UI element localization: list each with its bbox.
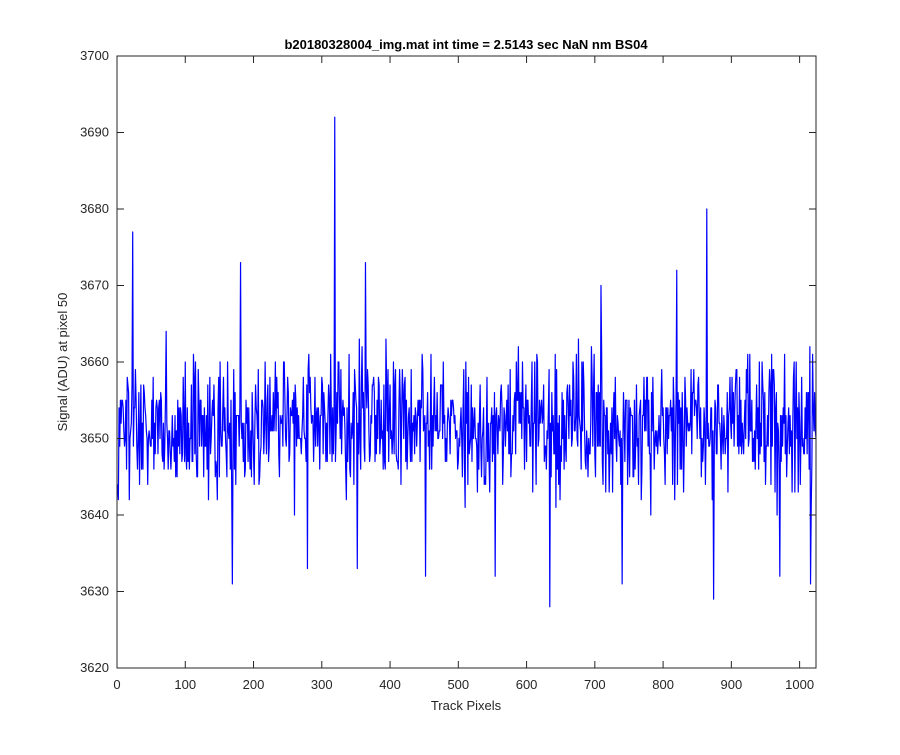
x-tick-label: 600 <box>516 677 538 692</box>
x-axis: 0 100 200 300 400 500 600 700 800 900 1000 <box>113 56 814 692</box>
y-tick-label: 3660 <box>80 354 109 369</box>
x-tick-label: 400 <box>379 677 401 692</box>
x-tick-label: 800 <box>652 677 674 692</box>
series-line <box>117 116 817 608</box>
y-tick-label: 3650 <box>80 431 109 446</box>
x-axis-label: Track Pixels <box>431 698 502 713</box>
y-tick-label: 3620 <box>80 660 109 675</box>
data-layer <box>117 116 817 608</box>
y-tick-label: 3690 <box>80 125 109 140</box>
x-tick-label: 1000 <box>785 677 814 692</box>
x-tick-label: 300 <box>311 677 333 692</box>
x-tick-label: 100 <box>174 677 196 692</box>
x-tick-label: 0 <box>113 677 120 692</box>
y-tick-label: 3700 <box>80 48 109 63</box>
x-tick-label: 500 <box>447 677 469 692</box>
y-axis-label: Signal (ADU) at pixel 50 <box>55 293 70 432</box>
plot-area <box>117 56 816 668</box>
y-tick-label: 3640 <box>80 507 109 522</box>
x-tick-label: 200 <box>243 677 265 692</box>
x-tick-label: 900 <box>721 677 743 692</box>
chart-title: b20180328004_img.mat int time = 2.5143 s… <box>284 37 648 52</box>
y-tick-label: 3680 <box>80 201 109 216</box>
x-tick-label: 700 <box>584 677 606 692</box>
y-tick-label: 3670 <box>80 278 109 293</box>
y-axis: 3620 3630 3640 3650 3660 3670 3680 3690 3700 <box>80 48 816 675</box>
y-tick-label: 3630 <box>80 584 109 599</box>
